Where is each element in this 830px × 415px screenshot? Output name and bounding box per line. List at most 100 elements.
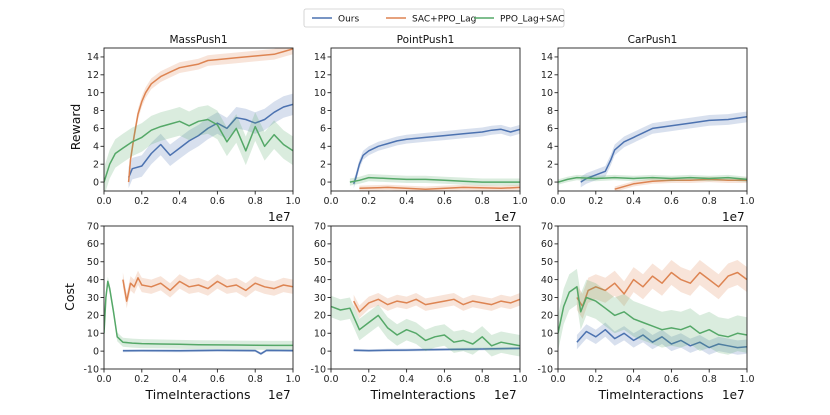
x-tick-label: 0.0 <box>96 196 111 207</box>
x-tick-label: 0.4 <box>399 374 414 385</box>
band-sac-ppo <box>576 260 747 319</box>
series-line-sac-ppo <box>576 271 747 308</box>
series-group-1 <box>104 48 293 191</box>
panel-title: MassPush1 <box>169 34 227 46</box>
x-tick-label: 0.4 <box>626 374 641 385</box>
series-line-ours <box>127 103 293 178</box>
panel-2: 0.0 0.2 0.4 0.6 0.8 1.0 0 2 4 6 8 10 12 14 PointPush1 <box>314 34 528 207</box>
x-axis-label-1: TimeInteractions <box>145 387 251 402</box>
legend: Ours SAC+PPO_Lag PPO_Lag+SAC <box>303 8 565 28</box>
panel-6: 0.0 0.2 0.4 0.6 0.8 1.0 -10 0 10 20 30 40 50 60 70 <box>537 221 754 385</box>
band-sac-ppo <box>122 270 293 309</box>
y-tick-label: 70 <box>541 221 553 232</box>
series-group-5 <box>331 293 520 357</box>
x-multiplier-5: 1e7 <box>494 388 517 402</box>
y-tick-label: 10 <box>87 88 99 99</box>
axes-frame <box>330 47 521 192</box>
x-tick-label: 0.8 <box>475 374 490 385</box>
y-tick-label: 6 <box>547 124 553 135</box>
band-ours <box>576 322 747 355</box>
series-group-4 <box>104 270 293 356</box>
x-tick-label: 0.8 <box>248 196 263 207</box>
y-tick-label: 0 <box>320 177 326 188</box>
x-tick-label: 1.0 <box>512 196 527 207</box>
series-line-sac-ppo <box>122 277 293 302</box>
y-tick-label: 30 <box>87 293 99 304</box>
x-multiplier-6: 1e7 <box>722 388 745 402</box>
x-tick-label: 0.0 <box>323 196 338 207</box>
panel-title: CarPush1 <box>628 34 678 46</box>
series-line-ppo-sac <box>558 286 747 338</box>
x-tick-label: 0.0 <box>550 196 565 207</box>
y-tick-label: 20 <box>87 311 99 322</box>
x-tick-label: 0.0 <box>323 374 338 385</box>
y-tick-label: 20 <box>541 311 553 322</box>
band-sac-ppo <box>353 293 520 319</box>
y-tick-label: 50 <box>541 257 553 268</box>
series-line-sac-ppo <box>359 186 520 190</box>
series-line-ours <box>576 328 747 349</box>
x-tick-label: 0.4 <box>172 196 187 207</box>
x-tick-label: 1.0 <box>512 374 527 385</box>
x-tick-label: 0.8 <box>475 196 490 207</box>
band-ppo-sac <box>104 105 293 191</box>
x-tick-label: 0.2 <box>134 374 149 385</box>
y-tick-label: 40 <box>541 275 553 286</box>
y-tick-label: 10 <box>541 329 553 340</box>
series-group-6 <box>558 260 747 355</box>
x-tick-label: 0.4 <box>626 196 641 207</box>
y-tick-label: 8 <box>93 106 99 117</box>
y-tick-label: 20 <box>314 311 326 322</box>
x-tick-label: 0.4 <box>172 374 187 385</box>
legend-label-sac-ppo: SAC+PPO_Lag <box>412 15 476 25</box>
y-tick-label: 12 <box>87 70 99 81</box>
x-tick-label: 0.8 <box>702 374 717 385</box>
x-tick-label: 1.0 <box>739 196 754 207</box>
y-tick-label: 50 <box>87 257 99 268</box>
y-tick-label: 4 <box>547 142 553 153</box>
y-tick-label: -10 <box>537 364 553 375</box>
x-tick-label: 0.2 <box>361 374 376 385</box>
x-multiplier-3: 1e7 <box>722 210 745 224</box>
y-tick-label: 8 <box>320 106 326 117</box>
y-tick-label: 30 <box>541 293 553 304</box>
x-tick-label: 0.6 <box>437 374 452 385</box>
x-multiplier-1: 1e7 <box>268 210 291 224</box>
x-tick-label: 0.6 <box>210 374 225 385</box>
x-tick-label: 0.4 <box>399 196 414 207</box>
y-tick-label: 0 <box>93 177 99 188</box>
y-tick-label: 2 <box>320 159 326 170</box>
panel-4: 0.0 0.2 0.4 0.6 0.8 1.0 -10 0 10 20 30 40 50 60 70 <box>83 221 300 385</box>
x-tick-label: 0.0 <box>96 374 111 385</box>
series-line-ours <box>352 128 520 185</box>
x-tick-label: 0.2 <box>134 196 149 207</box>
x-tick-label: 0.8 <box>248 374 263 385</box>
y-tick-label: 10 <box>541 88 553 99</box>
band-ours <box>128 93 293 189</box>
series-line-ours <box>122 349 293 355</box>
series-line-ppo-sac <box>558 176 747 183</box>
y-tick-label: 10 <box>87 329 99 340</box>
x-tick-label: 0.8 <box>702 196 717 207</box>
x-multiplier-4: 1e7 <box>268 388 291 402</box>
x-tick-label: 0.6 <box>664 374 679 385</box>
panel-3: 0.0 0.2 0.4 0.6 0.8 1.0 0 2 4 6 8 10 12 14 CarPush1 <box>541 34 755 207</box>
y-tick-label: 12 <box>541 70 553 81</box>
y-tick-label: 0 <box>547 346 553 357</box>
y-tick-label: 8 <box>547 106 553 117</box>
y-tick-label: 4 <box>93 142 99 153</box>
x-tick-label: 1.0 <box>739 374 754 385</box>
y-tick-label: -10 <box>83 364 99 375</box>
band-ppo-sac <box>331 295 520 357</box>
legend-label-ours: Ours <box>338 15 359 25</box>
panel-1: 0.0 0.2 0.4 0.6 0.8 1.0 0 2 4 6 8 10 12 14 MassPush1 <box>87 34 301 207</box>
y-tick-label: 40 <box>314 275 326 286</box>
legend-frame <box>303 8 565 28</box>
x-tick-label: 0.2 <box>588 374 603 385</box>
chart-panels: 0.0 0.2 0.4 0.6 0.8 1.0 0 2 4 6 8 10 12 14 MassPush1 0.… <box>83 34 754 385</box>
y-axis-label-cost: Cost <box>62 283 77 311</box>
y-tick-label: 70 <box>87 221 99 232</box>
x-axis-label-3: TimeInteractions <box>598 387 704 402</box>
y-tick-label: 14 <box>314 52 326 63</box>
y-tick-label: 6 <box>93 124 99 135</box>
